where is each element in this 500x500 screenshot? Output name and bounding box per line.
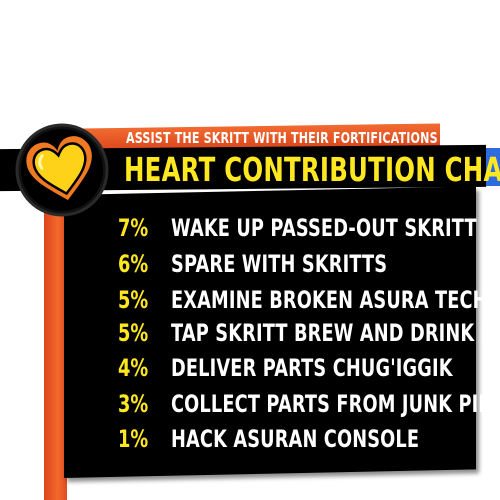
- title-edge-right: [486, 148, 500, 186]
- heart-icon: [15, 123, 109, 217]
- contribution-task: WAKE UP PASSED-OUT SKRITT: [171, 212, 500, 244]
- heart-badge: [14, 122, 110, 218]
- task-text: SPARE WITH SKRITTS: [171, 250, 388, 278]
- contribution-percent: 5%: [118, 284, 178, 316]
- percent-text: 5%: [118, 286, 149, 314]
- left-accent-bar: [44, 195, 67, 500]
- percent-text: 4%: [118, 354, 149, 382]
- task-text: COLLECT PARTS FROM JUNK PILE: [171, 390, 500, 418]
- contribution-percent: 5%: [118, 317, 178, 349]
- subtitle: ASSIST THE SKRITT WITH THEIR FORTIFICATI…: [126, 127, 500, 149]
- percent-text: 5%: [118, 319, 149, 347]
- percent-text: 1%: [118, 425, 149, 453]
- subtitle-text: ASSIST THE SKRITT WITH THEIR FORTIFICATI…: [126, 129, 438, 147]
- contribution-task: EXAMINE BROKEN ASURA TECH: [171, 284, 500, 316]
- contribution-percent: 4%: [118, 352, 178, 384]
- task-text: TAP SKRITT BREW AND DRINK IT: [171, 319, 500, 347]
- contribution-percent: 6%: [118, 248, 178, 280]
- task-text: DELIVER PARTS CHUG'IGGIK: [171, 354, 453, 382]
- percent-text: 6%: [118, 250, 149, 278]
- task-text: EXAMINE BROKEN ASURA TECH: [171, 286, 488, 314]
- contribution-percent: 3%: [118, 388, 178, 420]
- contribution-task: TAP SKRITT BREW AND DRINK IT: [171, 317, 500, 349]
- contribution-percent: 1%: [118, 423, 178, 455]
- percent-text: 7%: [118, 214, 149, 242]
- page-title: HEART CONTRIBUTION CHART: [124, 150, 500, 190]
- percent-text: 3%: [118, 390, 149, 418]
- task-text: WAKE UP PASSED-OUT SKRITT: [171, 214, 477, 242]
- contribution-task: DELIVER PARTS CHUG'IGGIK: [171, 352, 500, 384]
- page-title-text: HEART CONTRIBUTION CHART: [124, 150, 500, 189]
- task-text: HACK ASURAN CONSOLE: [171, 425, 420, 453]
- contribution-task: COLLECT PARTS FROM JUNK PILE: [171, 388, 500, 420]
- contribution-percent: 7%: [118, 212, 178, 244]
- contribution-task: SPARE WITH SKRITTS: [171, 248, 463, 280]
- contribution-task: HACK ASURAN CONSOLE: [171, 423, 500, 455]
